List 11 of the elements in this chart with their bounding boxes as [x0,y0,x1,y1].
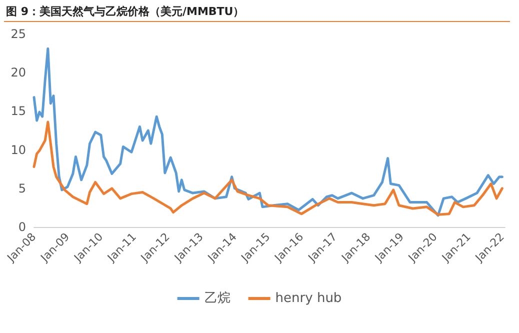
legend-label: henry hub [275,291,342,306]
y-tick-label: 15 [10,104,26,118]
y-tick-label: 20 [10,66,26,80]
y-tick-label: 10 [10,142,26,157]
legend-label: 乙烷 [204,291,230,306]
line-series [32,47,504,217]
y-tick-label: 25 [10,27,26,41]
chart-title: 图 9：美国天然气与乙烷价格（美元/MMBTU） [6,4,244,19]
y-tick-label: 0 [18,220,26,234]
line-series [32,120,504,216]
y-tick-label: 5 [18,181,26,196]
